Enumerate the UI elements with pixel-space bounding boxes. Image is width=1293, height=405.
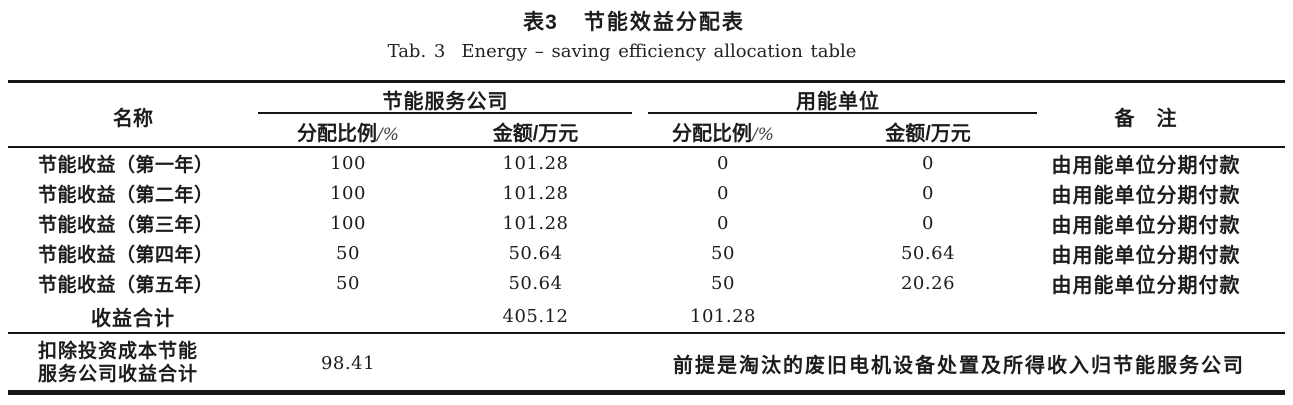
company-amount-cell: 101.28	[502, 212, 569, 234]
user-amount-cell	[813, 298, 1043, 334]
company-ratio-cell: 100	[330, 212, 366, 234]
user-ratio-cell: 50	[711, 242, 735, 264]
row-name: 节能收益（第三年）	[38, 214, 214, 236]
ratio-label: 分配比例	[672, 122, 753, 145]
col-group-user-label: 用能单位	[796, 91, 880, 113]
col-group-user: 用能单位	[633, 85, 1043, 114]
col-header-user-ratio: 分配比例/%	[633, 114, 813, 148]
company-ratio-cell: 50	[336, 242, 360, 264]
amount-label: 金额	[885, 122, 926, 145]
header-bottom-rule	[8, 146, 1285, 148]
header-row-groups: 名称 节能服务公司 用能单位 备 注	[8, 85, 1285, 130]
col-group-company-label: 节能服务公司	[382, 91, 509, 113]
company-amount-cell: 50.64	[508, 242, 563, 264]
remark-cell: 由用能单位分期付款	[1051, 214, 1241, 237]
company-amount-cell: 101.28	[502, 182, 569, 204]
row-name: 节能收益（第四年）	[38, 244, 214, 266]
table-row: 节能收益（第五年） 50 50.64 50 20.26 由用能单位分期付款	[8, 268, 1285, 298]
amount-label: 金额	[492, 122, 533, 145]
col-header-user-amount: 金额/万元	[813, 114, 1043, 148]
table-caption-en: Tab. 3 Energy – saving efficiency allocat…	[0, 41, 1244, 62]
col-header-name: 名称	[113, 108, 153, 130]
col-header-remark: 备 注	[1114, 108, 1178, 130]
remark-cell	[1043, 298, 1285, 334]
user-ratio-cell: 0	[717, 152, 729, 174]
company-amount-cell: 101.28	[502, 152, 569, 174]
col-header-company-amount: 金额/万元	[438, 114, 633, 148]
footer-note: 前提是淘汰的废旧电机设备处置及所得收入归节能服务公司	[673, 354, 1245, 377]
user-amount-cell: 20.26	[900, 272, 956, 294]
table-row: 节能收益（第二年） 100 101.28 0 0 由用能单位分期付款	[8, 178, 1285, 208]
amount-unit: /万元	[532, 122, 579, 145]
ratio-unit: /%	[752, 124, 774, 145]
ratio-label: 分配比例	[297, 122, 378, 145]
footer-separator-rule	[8, 332, 1285, 334]
company-group-underline	[258, 112, 632, 114]
remark-cell: 由用能单位分期付款	[1051, 244, 1241, 267]
user-ratio-cell: 0	[717, 182, 729, 204]
col-header-company-ratio: 分配比例/%	[258, 114, 438, 148]
company-ratio-cell	[258, 298, 438, 334]
table-caption-en-title: Energy – saving efficiency allocation ta…	[461, 41, 857, 62]
table-caption-zh-label: 表3	[523, 11, 558, 34]
remark-cell: 由用能单位分期付款	[1051, 184, 1241, 207]
user-amount-cell: 0	[922, 212, 934, 234]
col-group-company: 节能服务公司	[258, 85, 633, 114]
row-name: 节能收益（第一年）	[38, 154, 214, 176]
company-ratio-cell: 100	[330, 182, 366, 204]
footer-name-line2: 服务公司收益合计	[38, 364, 199, 385]
company-amount-cell: 405.12	[502, 305, 569, 327]
user-amount-cell: 0	[922, 182, 934, 204]
allocation-table: 名称 节能服务公司 用能单位 备 注 分配比例/% 金额/万元 分配比例/% 金…	[8, 85, 1285, 392]
row-name: 收益合计	[91, 307, 175, 330]
header-row-subcolumns: 分配比例/% 金额/万元 分配比例/% 金额/万元	[8, 114, 1285, 148]
footer-row-name: 扣除投资成本节能 服务公司收益合计	[8, 334, 258, 392]
table-caption-en-label: Tab. 3	[387, 41, 446, 62]
footer-empty-cell	[438, 334, 633, 392]
footer-company-ratio-cell: 98.41	[320, 352, 376, 374]
table-row: 节能收益（第三年） 100 101.28 0 0 由用能单位分期付款	[8, 208, 1285, 238]
ratio-unit: /%	[377, 124, 399, 145]
company-ratio-cell: 50	[336, 272, 360, 294]
table-row: 节能收益（第四年） 50 50.64 50 50.64 由用能单位分期付款	[8, 238, 1285, 268]
table-row: 节能收益（第一年） 100 101.28 0 0 由用能单位分期付款	[8, 148, 1285, 178]
table-top-rule	[8, 80, 1285, 83]
table-caption-zh: 表3 节能效益分配表	[0, 6, 1268, 36]
remark-cell: 由用能单位分期付款	[1051, 154, 1241, 177]
amount-unit: /万元	[925, 122, 971, 145]
footer-name-line1: 扣除投资成本节能	[38, 341, 199, 362]
row-name: 节能收益（第二年）	[38, 184, 214, 206]
table-bottom-rule	[8, 390, 1285, 395]
user-amount-cell: 50.64	[900, 242, 956, 264]
user-ratio-cell: 50	[711, 272, 735, 294]
user-ratio-cell: 0	[717, 212, 729, 234]
row-name: 节能收益（第五年）	[38, 274, 214, 296]
user-ratio-cell: 101.28	[690, 305, 756, 327]
remark-cell: 由用能单位分期付款	[1051, 274, 1241, 297]
table-row-footer: 扣除投资成本节能 服务公司收益合计 98.41 前提是淘汰的废旧电机设备处置及所…	[8, 334, 1285, 392]
user-group-underline	[648, 112, 1037, 114]
company-amount-cell: 50.64	[508, 272, 563, 294]
table-row-total: 收益合计 405.12 101.28	[8, 298, 1285, 334]
table-caption-zh-title: 节能效益分配表	[583, 11, 745, 34]
user-amount-cell: 0	[922, 152, 934, 174]
company-ratio-cell: 100	[330, 152, 366, 174]
